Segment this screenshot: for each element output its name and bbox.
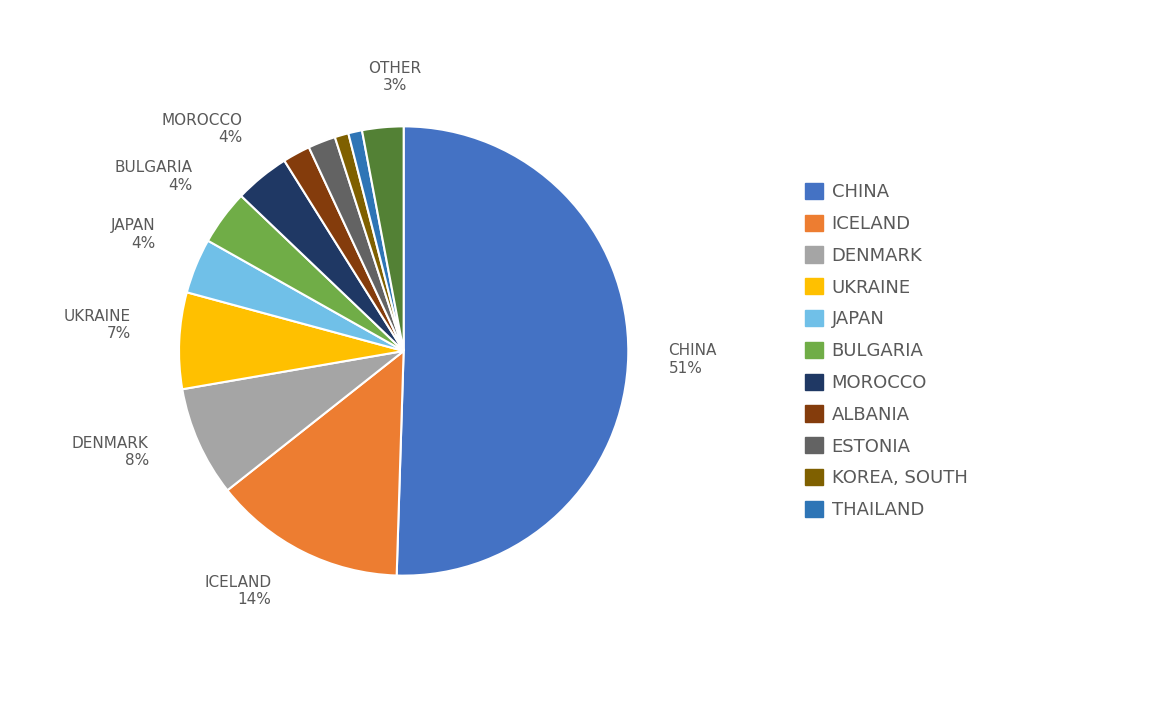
Text: DENMARK
8%: DENMARK 8% [73,436,149,468]
Wedge shape [187,241,404,351]
Wedge shape [335,133,404,351]
Legend: CHINA, ICELAND, DENMARK, UKRAINE, JAPAN, BULGARIA, MOROCCO, ALBANIA, ESTONIA, KO: CHINA, ICELAND, DENMARK, UKRAINE, JAPAN,… [805,183,968,519]
Text: OTHER
3%: OTHER 3% [369,61,421,93]
Text: BULGARIA
4%: BULGARIA 4% [115,160,193,192]
Wedge shape [284,147,404,351]
Wedge shape [227,351,404,576]
Text: MOROCCO
4%: MOROCCO 4% [161,113,242,145]
Wedge shape [397,126,628,576]
Wedge shape [362,126,404,351]
Text: CHINA
51%: CHINA 51% [668,343,717,376]
Wedge shape [241,161,404,351]
Text: JAPAN
4%: JAPAN 4% [111,218,156,251]
Wedge shape [179,292,404,389]
Wedge shape [183,351,404,490]
Text: UKRAINE
7%: UKRAINE 7% [63,309,131,341]
Wedge shape [349,131,404,351]
Wedge shape [208,196,404,351]
Text: ICELAND
14%: ICELAND 14% [205,575,271,607]
Wedge shape [309,137,404,351]
